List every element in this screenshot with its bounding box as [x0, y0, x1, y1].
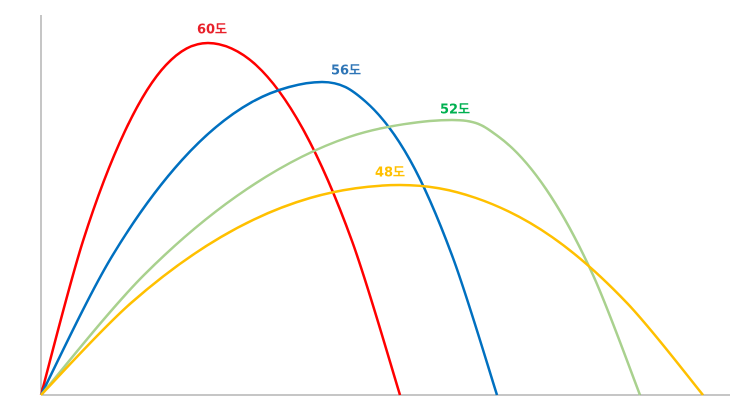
curve	[39, 41, 402, 396]
series-label: 60도	[197, 23, 227, 38]
curve	[40, 118, 642, 396]
curve	[40, 183, 704, 396]
series-label: 56도	[331, 64, 361, 79]
curve	[39, 80, 499, 396]
series-label: 52도	[440, 103, 470, 118]
series-label: 48도	[375, 166, 405, 181]
